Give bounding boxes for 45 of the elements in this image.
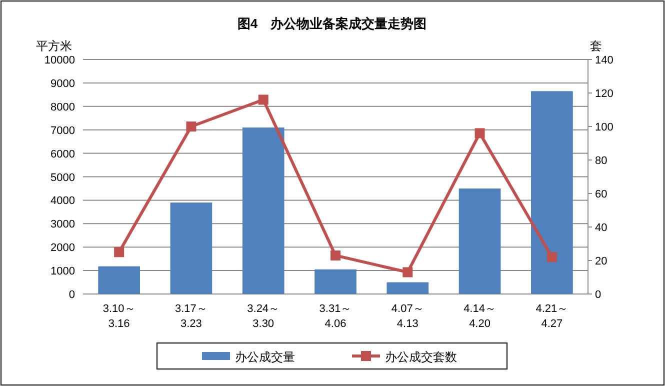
y-tick-label: 8000 bbox=[50, 101, 75, 114]
point bbox=[258, 94, 268, 105]
y-tick-label: 3000 bbox=[50, 218, 75, 231]
x-tick-label: 4.21～4.27 bbox=[536, 303, 568, 330]
chart-title: 图4 办公物业备案成交量走势图 bbox=[237, 16, 427, 31]
x-tick-label: 3.10～3.16 bbox=[102, 303, 136, 330]
x-tick-label: 3.17～3.23 bbox=[175, 303, 208, 330]
point bbox=[186, 122, 196, 132]
x-tick-label: 4.14～4.20 bbox=[464, 303, 496, 330]
y-tick-label: 1000 bbox=[50, 266, 75, 278]
y2-tick-label: 40 bbox=[595, 222, 608, 234]
y2-tick-label: 60 bbox=[595, 188, 608, 200]
x-tick-label: 4.07～4.13 bbox=[391, 303, 424, 330]
y-tick-label: 2000 bbox=[50, 242, 75, 254]
y-axis-title: 平方米 bbox=[36, 39, 72, 53]
bar bbox=[314, 269, 356, 294]
legend-label: 办公成交套数 bbox=[385, 350, 457, 364]
y-tick-label: 6000 bbox=[50, 148, 75, 160]
bar bbox=[458, 188, 501, 294]
point bbox=[330, 250, 340, 260]
y-tick-label: 9000 bbox=[50, 78, 75, 90]
y-tick-label: 10000 bbox=[44, 54, 75, 66]
x-tick-label: 3.24～3.30 bbox=[247, 303, 280, 330]
y2-tick-label: 100 bbox=[595, 122, 614, 134]
y-tick-label: 7000 bbox=[50, 124, 75, 137]
point bbox=[546, 252, 557, 262]
y2-tick-label: 140 bbox=[595, 54, 614, 66]
y-tick-label: 5000 bbox=[50, 172, 75, 184]
y-tick-label: 4000 bbox=[50, 195, 75, 208]
y2-tick-label: 20 bbox=[595, 256, 608, 268]
y2-tick-label: 120 bbox=[595, 88, 614, 100]
point bbox=[402, 267, 413, 278]
bar bbox=[386, 282, 429, 294]
bar bbox=[170, 202, 212, 294]
bar bbox=[242, 128, 284, 294]
bar bbox=[98, 266, 140, 294]
point bbox=[114, 247, 124, 258]
point bbox=[474, 128, 485, 138]
bar bbox=[531, 91, 573, 294]
y-tick-label: 0 bbox=[68, 289, 75, 301]
y2-tick-label: 80 bbox=[595, 155, 608, 167]
y2-tick-label: 0 bbox=[595, 289, 602, 301]
y2-axis-title: 套 bbox=[590, 39, 602, 53]
x-tick-label: 3.31～4.06 bbox=[319, 303, 352, 330]
legend-label: 办公成交量 bbox=[235, 350, 295, 364]
